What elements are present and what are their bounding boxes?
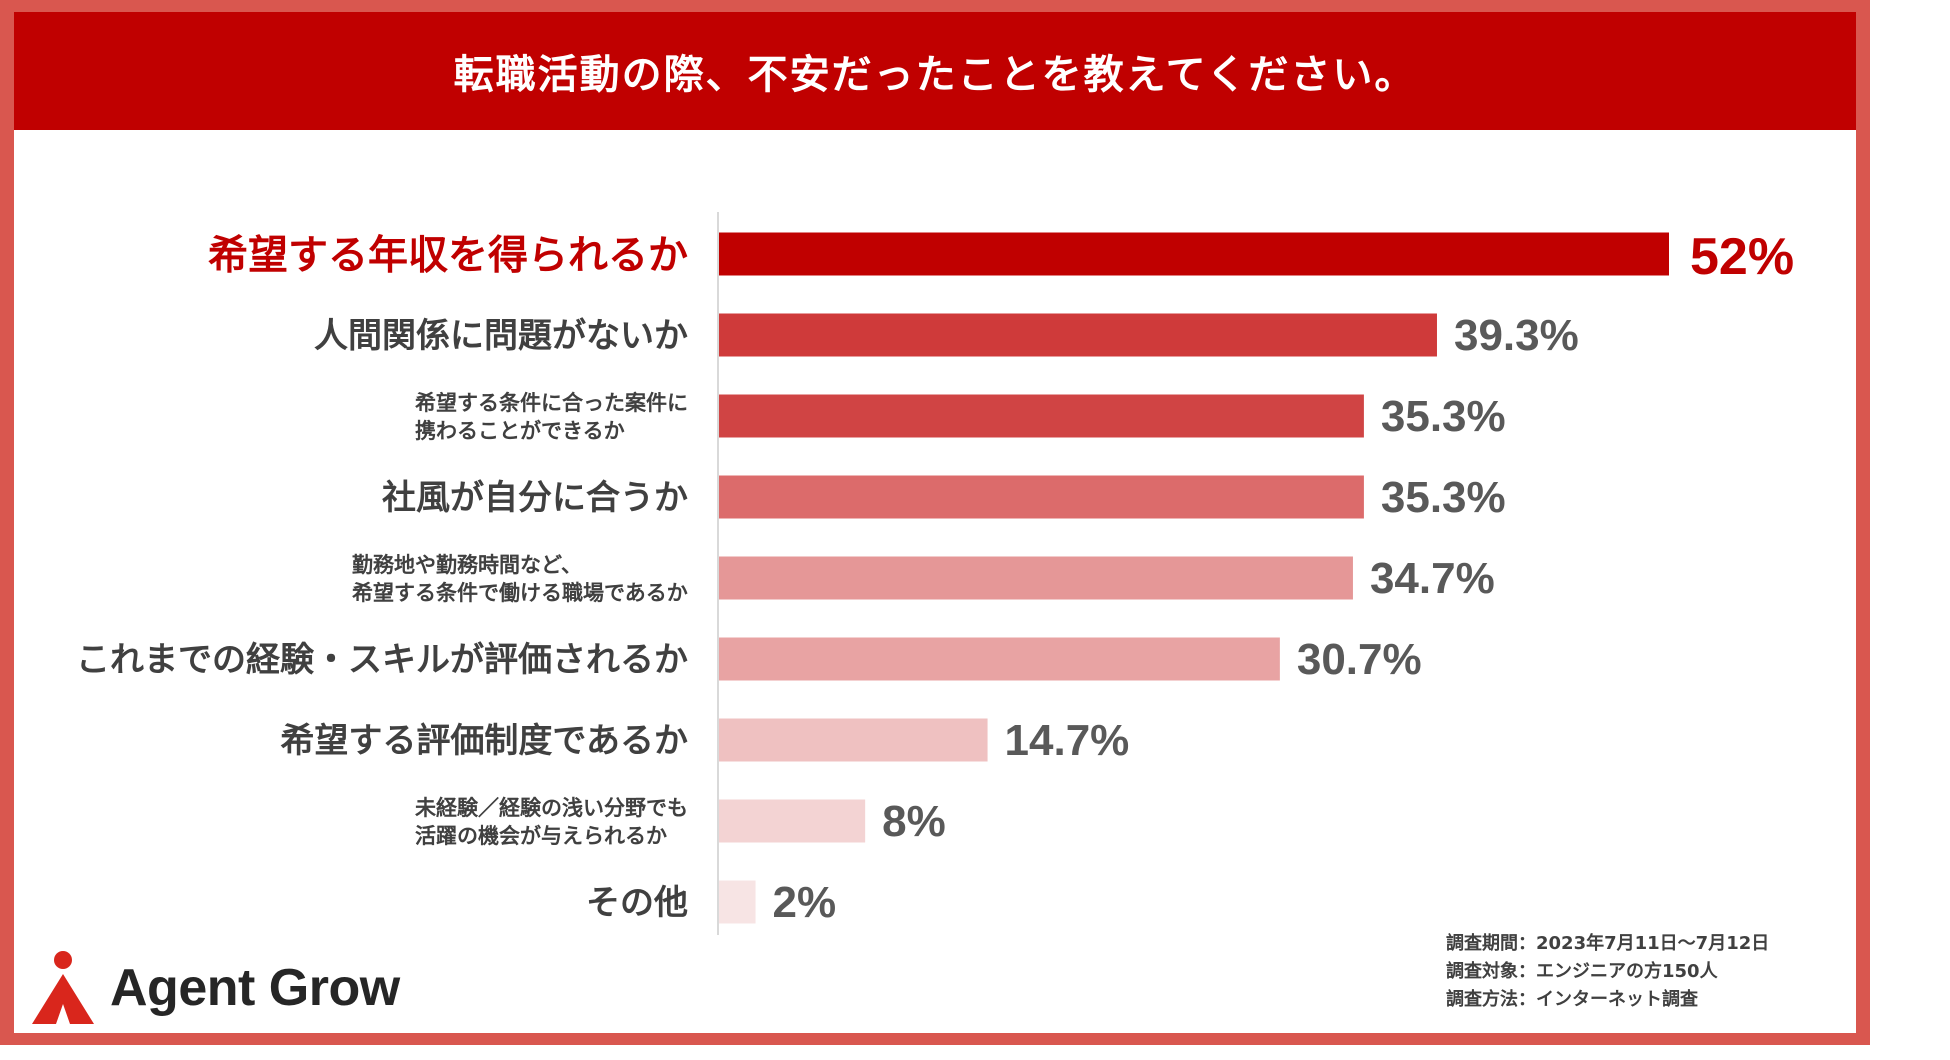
agent-grow-logo-icon	[32, 951, 94, 1024]
category-label-5: 勤務地や勤務時間など、希望する条件で働ける職場であるか	[352, 553, 688, 605]
value-label-3: 35.3%	[1381, 392, 1506, 441]
value-label-7: 14.7%	[1005, 716, 1130, 765]
chart-card: 転職活動の際、不安だったことを教えてください。	[14, 12, 1856, 1033]
survey-footnote: 調査期間：2023年7月11日〜7月12日 調査対象：エンジニアの方150人 調…	[1446, 930, 1769, 1014]
category-label-3: 希望する条件に合った案件に携わることができるか	[415, 391, 688, 443]
bar-3	[719, 394, 1364, 438]
survey-target: 調査対象：エンジニアの方150人	[1446, 961, 1718, 982]
value-label-8: 8%	[882, 797, 946, 846]
bar-2	[719, 313, 1437, 357]
category-label-9: その他	[586, 883, 688, 923]
category-label-1: 希望する年収を得られるか	[208, 232, 688, 278]
category-label-6: これまでの経験・スキルが評価されるか	[76, 640, 688, 680]
category-label-2: 人間関係に問題がないか	[314, 316, 688, 356]
value-label-1: 52%	[1690, 228, 1794, 286]
value-label-4: 35.3%	[1381, 473, 1506, 522]
chart-frame: 転職活動の際、不安だったことを教えてください。	[0, 0, 1870, 1045]
brand-name: Agent Grow	[110, 959, 400, 1017]
bar-8	[719, 799, 866, 843]
bar-1	[719, 232, 1669, 276]
category-label-4: 社風が自分に合うか	[382, 478, 688, 518]
bar-9	[719, 880, 756, 924]
bar-4	[719, 475, 1364, 519]
survey-method: 調査方法：インターネット調査	[1446, 989, 1698, 1010]
bar-5	[719, 556, 1353, 600]
header-banner: 転職活動の際、不安だったことを教えてください。	[14, 12, 1856, 130]
survey-period: 調査期間：2023年7月11日〜7月12日	[1446, 933, 1770, 954]
value-label-2: 39.3%	[1454, 311, 1579, 360]
value-label-6: 30.7%	[1297, 635, 1422, 684]
page-title: 転職活動の際、不安だったことを教えてください。	[453, 52, 1417, 98]
value-label-9: 2%	[773, 878, 837, 927]
category-label-8: 未経験／経験の浅い分野でも活躍の機会が与えられるか	[415, 796, 688, 848]
brand-logo: Agent Grow	[30, 950, 400, 1026]
bar-7	[719, 718, 988, 762]
value-label-5: 34.7%	[1370, 554, 1495, 603]
category-label-7: 希望する評価制度であるか	[280, 721, 688, 761]
bar-6	[719, 637, 1280, 681]
